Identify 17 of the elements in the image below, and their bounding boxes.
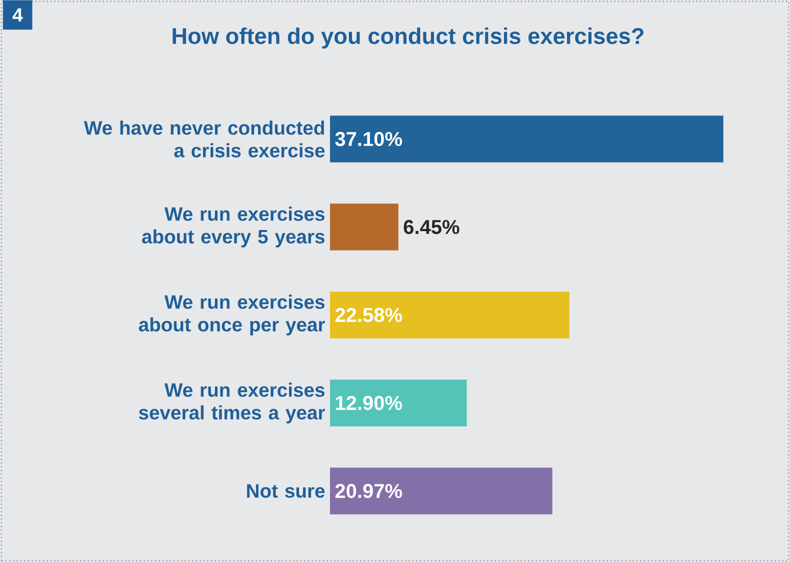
y-tick-label: We run exercises about every 5 years bbox=[142, 206, 324, 248]
data-label: 22.58% bbox=[335, 308, 402, 322]
bar bbox=[330, 380, 467, 426]
data-label: 6.45% bbox=[404, 220, 460, 234]
bar bbox=[330, 292, 570, 338]
text: 4 bbox=[12, 8, 23, 22]
bar bbox=[330, 468, 552, 514]
data-label: 12.90% bbox=[336, 396, 402, 410]
y-tick-label: Not sure bbox=[247, 484, 325, 498]
y-tick-label: We run exercises several times a year bbox=[138, 382, 325, 424]
bar bbox=[330, 116, 724, 162]
data-label: 20.97% bbox=[335, 484, 402, 498]
y-tick-label: We run exercises about once per year bbox=[138, 294, 325, 336]
data-label: 37.10% bbox=[335, 132, 402, 146]
chart-title: How often do you conduct crisis exercises? bbox=[172, 27, 644, 49]
y-tick-label: We have never conducted a crisis exercise bbox=[84, 120, 325, 158]
bar bbox=[330, 204, 398, 250]
